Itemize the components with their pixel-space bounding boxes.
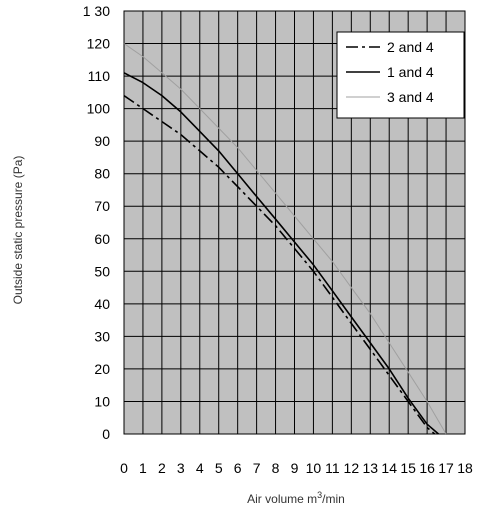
y-tick-label-0: 0 [102, 426, 110, 442]
x-axis-title-tail: /min [322, 492, 345, 506]
legend: 2 and 4 1 and 4 3 and 4 [336, 31, 465, 119]
x-tick-label-10: 10 [306, 460, 322, 476]
x-tick-label-4: 4 [196, 460, 204, 476]
x-tick-label-8: 8 [272, 460, 280, 476]
series-line-2 [123, 72, 440, 435]
y-tick-label-9: 90 [94, 133, 110, 149]
x-tick-label-11: 11 [325, 460, 340, 476]
y-tick-label-13: 1 30 [83, 3, 110, 19]
plot-frame [123, 10, 466, 435]
x-tick-label-9: 9 [291, 460, 299, 476]
series-line-1 [123, 94, 436, 435]
y-axis-title: Outside static pressure (Pa) [11, 156, 25, 305]
legend-box [336, 31, 465, 119]
x-tick-label-15: 15 [400, 460, 416, 476]
legend-label-1: 2 and 4 [387, 39, 434, 55]
x-axis-title: Air volume m3/min [247, 490, 345, 506]
y-tick-label-11: 110 [88, 68, 111, 84]
y-tick-label-12: 120 [87, 36, 111, 52]
x-tick-label-18: 18 [457, 460, 473, 476]
x-tick-label-7: 7 [253, 460, 261, 476]
x-tick-label-17: 17 [438, 460, 454, 476]
y-tick-label-3: 30 [94, 328, 110, 344]
y-tick-label-4: 40 [94, 296, 110, 312]
x-tick-label-16: 16 [419, 460, 435, 476]
y-tick-label-1: 10 [94, 393, 110, 409]
y-tick-label-2: 20 [94, 361, 110, 377]
x-tick-labels: 0 1 2 3 4 5 6 7 8 9 10 11 12 13 14 15 16 17 18 [120, 460, 473, 476]
y-tick-label-7: 70 [94, 198, 110, 214]
x-tick-label-13: 13 [362, 460, 378, 476]
y-tick-label-6: 60 [94, 231, 110, 247]
x-tick-label-6: 6 [234, 460, 242, 476]
x-tick-label-1: 1 [139, 460, 147, 476]
y-tick-label-8: 80 [94, 166, 110, 182]
x-tick-label-0: 0 [120, 460, 128, 476]
x-axis-title-main: Air volume m [247, 492, 317, 506]
y-tick-labels: 0 10 20 30 40 50 60 70 80 90 100 110 120 1 30 [83, 3, 110, 442]
y-tick-label-5: 50 [94, 263, 110, 279]
x-tick-label-12: 12 [344, 460, 360, 476]
x-tick-label-2: 2 [158, 460, 166, 476]
x-tick-label-3: 3 [177, 460, 185, 476]
series-lines [123, 43, 447, 435]
legend-label-2: 1 and 4 [387, 64, 434, 80]
x-tick-label-5: 5 [215, 460, 223, 476]
legend-label-3: 3 and 4 [387, 89, 434, 105]
x-axis-title-superscript: 3 [317, 490, 322, 500]
y-tick-label-10: 100 [87, 101, 111, 117]
series-line-3 [123, 43, 447, 435]
x-tick-label-14: 14 [381, 460, 397, 476]
